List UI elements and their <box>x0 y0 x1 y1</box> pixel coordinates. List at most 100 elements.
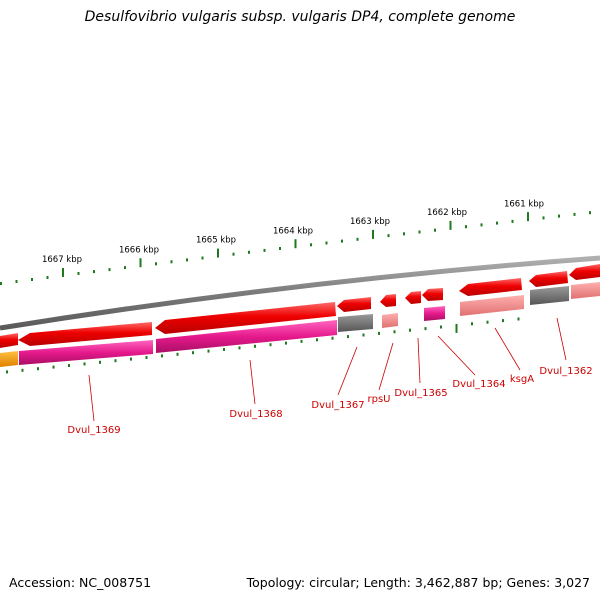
gene-label-rpsu[interactable]: rpsU <box>368 394 391 405</box>
lower-minor-tick <box>502 319 504 323</box>
gene-arrow-dvul-1362[interactable] <box>529 271 568 287</box>
ruler-major-tick <box>294 239 297 249</box>
ruler-minor-tick <box>31 278 33 281</box>
gene-label-dvul-1365[interactable]: Dvul_1365 <box>394 388 447 399</box>
ruler-minor-tick <box>589 211 591 215</box>
cds-dvul-1367[interactable] <box>338 314 373 332</box>
gene-arrow-dvul-1367a[interactable] <box>155 302 336 334</box>
lower-minor-tick <box>176 352 179 356</box>
ruler-minor-tick <box>248 250 250 254</box>
ruler-minor-tick <box>558 214 560 218</box>
ruler-labels: 1661 kbp 1662 kbp 1663 kbp 1664 kbp 1665 kbp… <box>42 200 544 266</box>
gene-arrow-dvul-1369[interactable] <box>0 333 18 348</box>
gene-label-ksga[interactable]: ksgA <box>510 374 534 385</box>
lower-minor-tick <box>145 356 148 359</box>
lower-minor-tick <box>6 370 8 374</box>
lower-minor-tick <box>440 325 442 329</box>
gene-arrow-dvul-1365[interactable] <box>405 291 421 304</box>
lower-minor-tick <box>285 341 287 345</box>
lower-minor-tick <box>378 331 380 335</box>
ruler-label: 1667 kbp <box>42 255 82 265</box>
ruler-major-tick <box>139 258 142 268</box>
summary-text: Topology: circular; Length: 3,462,887 bp… <box>246 575 590 590</box>
ruler-minor-tick <box>310 243 312 247</box>
ruler-minor-tick <box>0 282 2 285</box>
ruler-minor-tick <box>356 237 359 241</box>
cds-blocks <box>0 282 600 367</box>
lower-minor-tick <box>52 365 55 369</box>
ruler-minor-tick <box>496 221 498 225</box>
ruler-minor-tick <box>418 230 421 234</box>
ruler-label: 1661 kbp <box>504 200 544 210</box>
ruler-minor-tick <box>108 268 111 272</box>
ruler-minor-tick <box>465 225 467 229</box>
ruler-ticks <box>0 211 591 285</box>
ruler-minor-tick <box>232 252 235 256</box>
cds-dvul-1369[interactable] <box>19 340 153 365</box>
lower-minor-tick <box>68 364 70 367</box>
cds-rpsu[interactable] <box>382 313 398 328</box>
lower-minor-tick <box>300 339 303 343</box>
gene-label-dvul-1362[interactable]: Dvul_1362 <box>539 366 592 377</box>
gene-arrow-ksga[interactable] <box>459 278 522 296</box>
ruler-minor-tick <box>186 258 188 262</box>
lower-minor-tick <box>161 354 163 358</box>
ruler-label: 1663 kbp <box>350 217 390 227</box>
gene-label-dvul-1364[interactable]: Dvul_1364 <box>452 379 505 390</box>
gene-label-dvul-1369[interactable]: Dvul_1369 <box>67 425 120 436</box>
ruler-minor-tick <box>480 223 483 227</box>
gene-arrows <box>0 264 600 348</box>
ruler-minor-tick <box>573 212 576 216</box>
lower-minor-tick <box>393 330 396 334</box>
ruler-minor-tick <box>201 256 204 260</box>
gene-label-dvul-1367[interactable]: Dvul_1367 <box>311 400 364 411</box>
gene-arrow-dvul-1367[interactable] <box>337 297 371 312</box>
gene-arrow-dvul-1368[interactable] <box>18 322 152 346</box>
cds-dvul-1368[interactable] <box>156 320 337 353</box>
gene-arrow-dvul-1364[interactable] <box>422 288 443 301</box>
lower-minor-tick <box>83 362 86 366</box>
lower-minor-tick <box>238 346 241 350</box>
ruler-minor-tick <box>341 239 343 243</box>
ruler-minor-tick <box>46 276 49 279</box>
ruler-minor-tick <box>155 262 157 266</box>
lower-minor-tick <box>486 320 489 324</box>
gene-arrow-rpsu[interactable] <box>380 294 396 307</box>
lower-minor-tick <box>269 343 272 347</box>
lower-ticks <box>6 317 520 374</box>
lower-minor-tick <box>471 322 473 326</box>
lower-minor-tick <box>424 327 427 331</box>
map-title: Desulfovibrio vulgaris subsp. vulgaris D… <box>84 9 516 25</box>
ruler-minor-tick <box>511 219 514 223</box>
lower-minor-tick <box>517 317 520 321</box>
ruler-minor-tick <box>279 247 281 250</box>
lower-minor-tick <box>207 349 210 353</box>
cds-dvul-1364[interactable] <box>424 306 445 321</box>
cds-orange[interactable] <box>0 351 18 367</box>
ruler-major-tick <box>62 268 64 277</box>
cds-ksga[interactable] <box>460 295 524 316</box>
cds-dvul-1361[interactable] <box>571 282 600 299</box>
lower-minor-tick <box>347 335 349 339</box>
ruler-minor-tick <box>325 241 328 245</box>
lower-minor-tick <box>316 338 318 342</box>
lower-minor-tick <box>37 367 39 371</box>
ruler-minor-tick <box>403 232 405 236</box>
lower-major-tick <box>455 323 458 333</box>
ruler-minor-tick <box>124 266 126 270</box>
ruler-label: 1666 kbp <box>119 245 159 255</box>
gene-label-dvul-1368[interactable]: Dvul_1368 <box>229 409 282 420</box>
lower-minor-tick <box>114 359 117 363</box>
accession-text: Accession: NC_008751 <box>9 575 152 590</box>
ruler-label: 1664 kbp <box>273 226 313 236</box>
lower-minor-tick <box>223 348 225 351</box>
gene-callouts: Dvul_1362 ksgA Dvul_1364 Dvul_1365 rpsU … <box>67 317 593 436</box>
genome-backbone <box>0 255 600 331</box>
ruler-minor-tick <box>93 270 95 274</box>
lower-minor-tick <box>21 368 24 372</box>
cds-dvul-1362[interactable] <box>530 286 569 305</box>
ruler-minor-tick <box>170 260 173 264</box>
ruler-minor-tick <box>263 248 266 252</box>
gene-arrow-dvul-1361[interactable] <box>569 264 600 280</box>
